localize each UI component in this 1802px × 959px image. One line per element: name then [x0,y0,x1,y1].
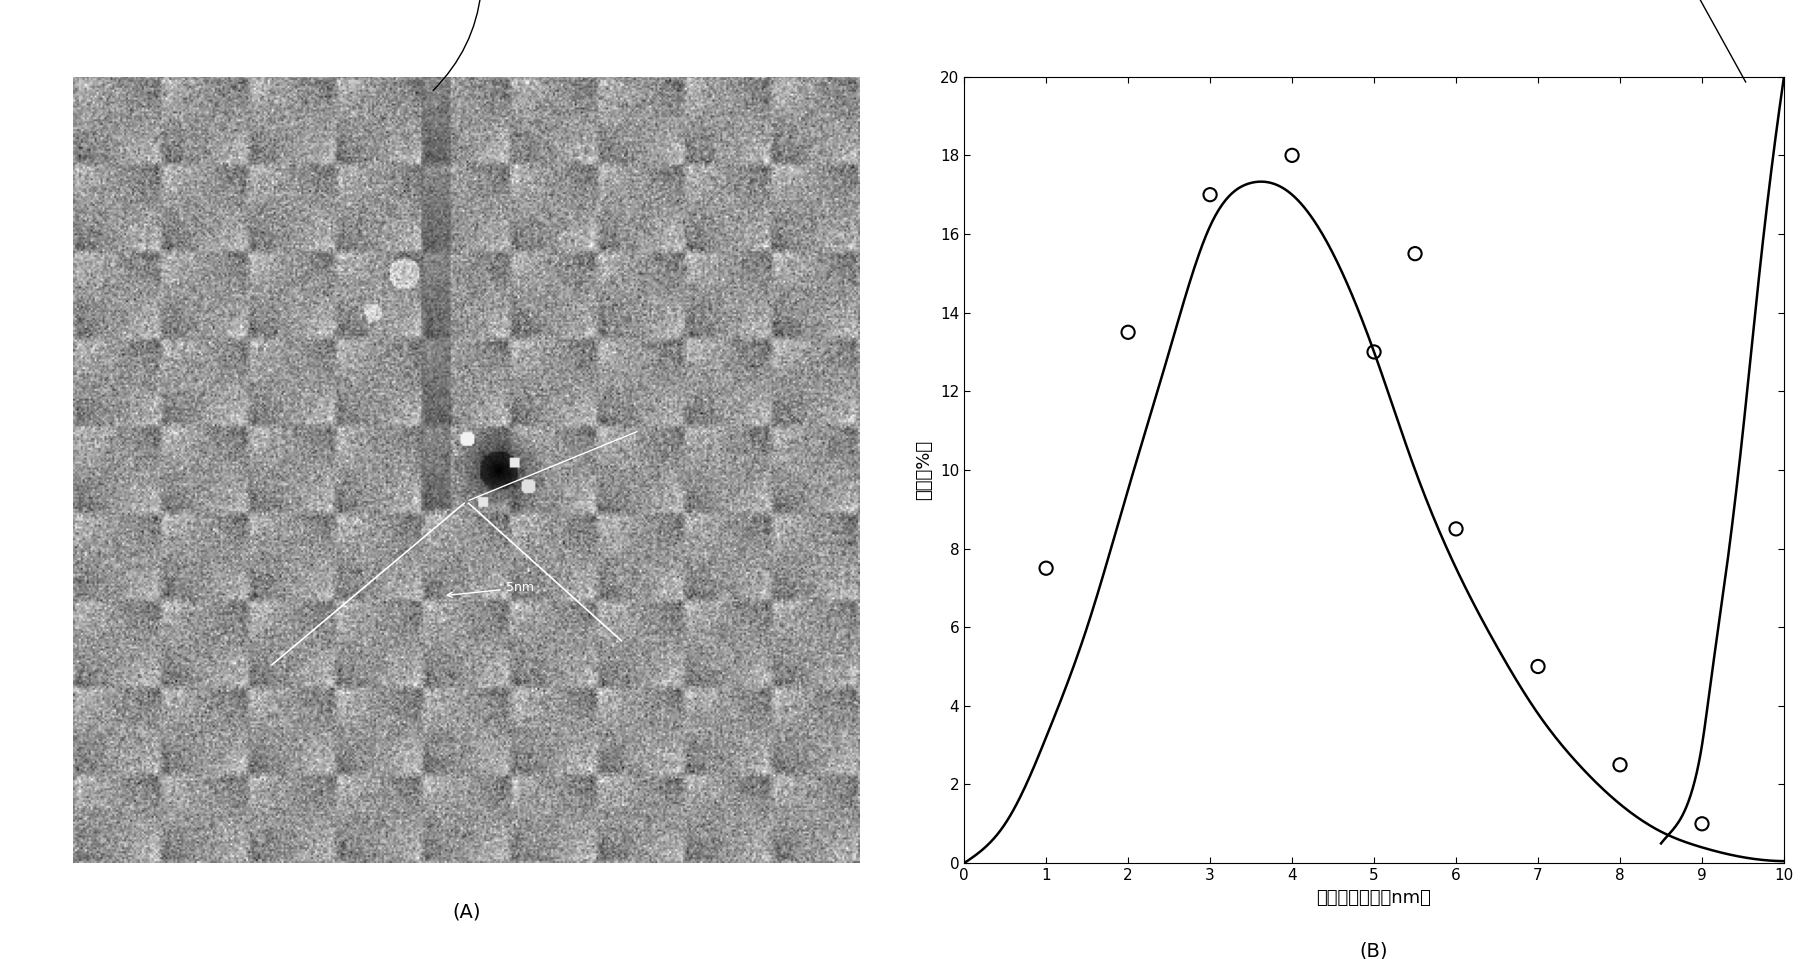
Point [1688,816,1717,831]
Point [1197,187,1225,202]
Text: 345: 345 [432,0,497,90]
Point [1400,246,1429,261]
Point [1278,148,1306,163]
Text: (B): (B) [1361,942,1388,959]
Point [1361,344,1389,360]
Point [1033,560,1061,575]
Text: 310: 310 [1670,0,1746,82]
Text: 5nm: 5nm [447,581,533,597]
X-axis label: 纳米晶体直径（nm）: 纳米晶体直径（nm） [1317,889,1431,906]
Point [1606,758,1634,773]
Point [1442,521,1470,536]
Point [1524,659,1553,674]
Y-axis label: 效率（%）: 效率（%） [915,440,933,500]
Text: (A): (A) [452,902,481,922]
Point [1114,324,1142,339]
